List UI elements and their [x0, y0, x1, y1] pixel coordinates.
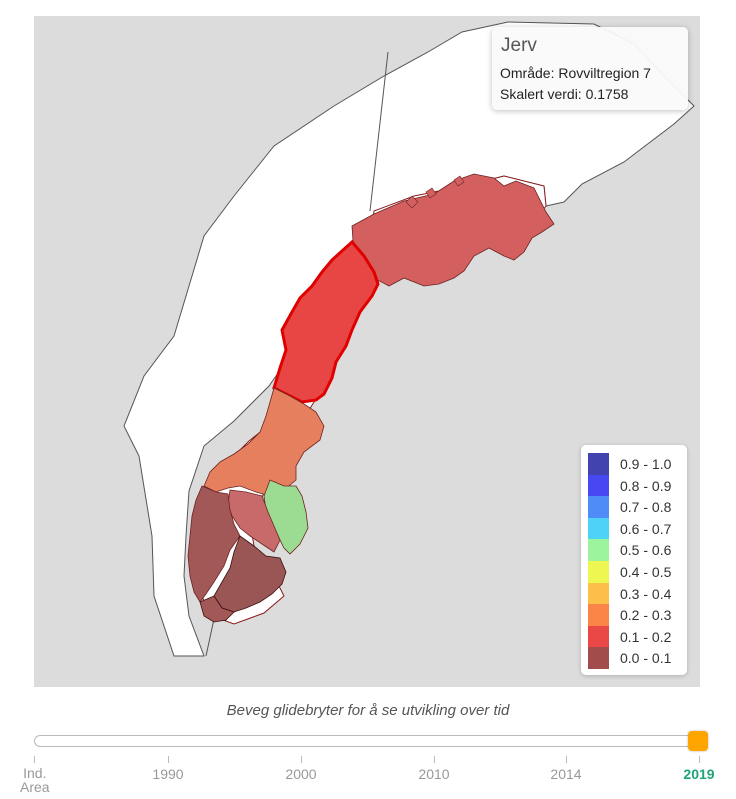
coast-islands: [405, 175, 465, 209]
year-slider-handle[interactable]: [688, 731, 708, 751]
slider-tick: [34, 756, 35, 763]
tick-label-2010[interactable]: 2010: [418, 766, 450, 782]
legend-swatch: [588, 539, 609, 562]
slider-caption: Beveg glidebryter for å se utvikling ove…: [226, 702, 510, 719]
slider-tick: [699, 756, 700, 763]
tick-label-2014[interactable]: 2014: [550, 766, 582, 782]
legend-item: 0.4 - 0.5: [588, 561, 683, 583]
legend-swatch: [588, 453, 609, 475]
legend-swatch: [588, 647, 609, 670]
tick-label-2000[interactable]: 2000: [285, 766, 317, 782]
legend-label: 0.3 - 0.4: [620, 585, 672, 602]
zone-divider-north: [369, 51, 389, 212]
map-panel[interactable]: Jerv Område: Rovviltregion 7 Skalert ver…: [34, 16, 700, 687]
tooltip-species: Jerv: [501, 35, 537, 56]
legend-swatch: [588, 517, 609, 540]
region-7-highlight[interactable]: [272, 239, 380, 404]
legend-item: 0.6 - 0.7: [588, 517, 683, 540]
legend-label: 0.2 - 0.3: [620, 607, 672, 624]
legend-swatch: [588, 625, 609, 648]
slider-tick: [566, 756, 567, 763]
legend-swatch: [588, 582, 609, 605]
legend-item: 0.7 - 0.8: [588, 496, 683, 519]
legend-item: 0.0 - 0.1: [588, 647, 683, 670]
region-1-west[interactable]: [187, 485, 241, 603]
norway-map[interactable]: [34, 16, 700, 687]
legend-label: 0.8 - 0.9: [620, 477, 672, 494]
map-legend: 0.9 - 1.0 0.8 - 0.9 0.7 - 0.8 0.6 - 0.7 0.5 …: [581, 445, 687, 675]
slider-tick: [434, 756, 435, 763]
legend-item: 0.2 - 0.3: [588, 604, 683, 627]
tooltip-value: Skalert verdi: 0.1758: [500, 86, 629, 102]
legend-label: 0.6 - 0.7: [620, 520, 672, 537]
map-tooltip: Jerv Område: Rovviltregion 7 Skalert ver…: [492, 27, 688, 110]
tick-label-2019[interactable]: 2019: [683, 766, 715, 782]
legend-swatch: [588, 474, 609, 497]
legend-label: 0.0 - 0.1: [620, 650, 672, 667]
legend-label: 0.7 - 0.8: [620, 499, 672, 516]
tick-label-1990[interactable]: 1990: [152, 766, 184, 782]
region-2-south[interactable]: [199, 595, 235, 623]
tick-label-line2: Area: [20, 779, 50, 795]
legend-label: 0.1 - 0.2: [620, 628, 672, 645]
slider-tick: [168, 756, 169, 763]
region-3[interactable]: [213, 535, 287, 613]
legend-item: 0.3 - 0.4: [588, 582, 683, 605]
legend-swatch: [588, 561, 609, 583]
legend-item: 0.5 - 0.6: [588, 539, 683, 562]
legend-item: 0.8 - 0.9: [588, 474, 683, 497]
year-slider-track[interactable]: [34, 735, 698, 747]
legend-swatch: [588, 604, 609, 627]
tick-label-ind-area[interactable]: Ind. Area: [20, 766, 50, 794]
legend-label: 0.9 - 1.0: [620, 456, 672, 472]
legend-label: 0.5 - 0.6: [620, 542, 672, 559]
sea-zone-outline: [123, 21, 695, 657]
region-8-north[interactable]: [351, 173, 555, 287]
legend-swatch: [588, 496, 609, 519]
legend-item: 0.1 - 0.2: [588, 625, 683, 648]
region-6[interactable]: [203, 387, 325, 497]
legend-label: 0.4 - 0.5: [620, 564, 672, 580]
legend-item: 0.9 - 1.0: [588, 453, 683, 475]
tooltip-area: Område: Rovviltregion 7: [500, 65, 651, 81]
tick-label-line1: Ind.: [23, 765, 47, 781]
slider-tick: [301, 756, 302, 763]
